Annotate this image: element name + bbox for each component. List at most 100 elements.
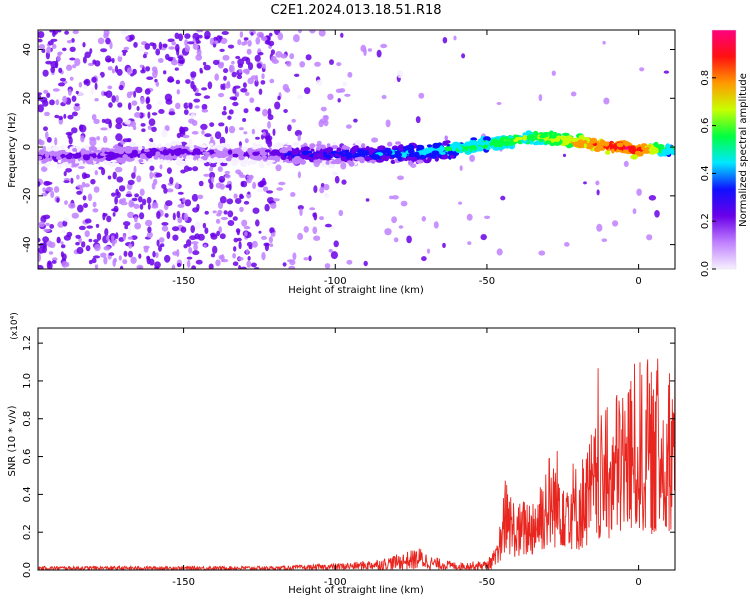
spectrogram-noise-blob — [256, 107, 261, 112]
spectrogram-noise-blob — [280, 53, 288, 59]
spectrogram-ridge-blob — [287, 144, 292, 150]
spectrogram-noise-blob — [100, 252, 107, 258]
spectrogram-noise-blob — [81, 172, 87, 180]
spectrogram-noise-blob — [252, 181, 257, 190]
spectrogram-noise-blob — [81, 181, 86, 188]
spectrogram-noise-blob — [287, 124, 292, 132]
spectrogram-ridge-blob — [629, 146, 634, 151]
y-tick-label: -20 — [22, 188, 33, 204]
spectrogram-noise-blob — [130, 121, 134, 125]
spectrogram-noise-blob — [385, 119, 391, 128]
spectrogram-noise-blob — [328, 248, 333, 253]
spectrogram-noise-blob — [164, 254, 171, 263]
spectrogram-noise-blob — [267, 121, 271, 129]
spectrogram-ridge-blob — [395, 141, 401, 145]
spectrogram-noise-blob — [142, 53, 147, 59]
spectrogram-ridge-blob — [52, 146, 60, 152]
spectrogram-noise-blob — [224, 174, 231, 179]
spectrogram-noise-blob — [42, 69, 49, 77]
spectrogram-noise-blob — [254, 79, 259, 87]
spectrogram-noise-blob — [194, 221, 201, 230]
spectrogram-noise-blob — [176, 132, 182, 139]
spectrogram-noise-blob — [92, 201, 97, 208]
spectrogram-ridge-blob — [458, 146, 463, 151]
spectrogram-noise-blob — [116, 68, 123, 76]
spectrogram-noise-blob — [194, 105, 200, 109]
spectrogram-noise-blob — [101, 118, 106, 123]
spectrogram-noise-blob — [127, 211, 135, 219]
spectrogram-ridge-blob — [210, 146, 218, 150]
spectrogram-noise-blob — [318, 119, 324, 128]
spectrogram-noise-blob — [38, 138, 42, 145]
spectrogram-noise-blob — [169, 176, 174, 185]
spectrogram-ridge-blob — [143, 148, 150, 153]
spectrogram-noise-blob — [63, 171, 67, 177]
spectrogram-noise-blob — [290, 192, 296, 197]
spectrogram-noise-blob — [55, 99, 60, 106]
spectrogram-noise-blob — [138, 45, 145, 52]
spectrogram-noise-blob — [63, 180, 70, 184]
spectrogram-noise-blob — [118, 84, 124, 91]
spectrogram-noise-blob — [218, 92, 225, 98]
spectrogram-ridge-blob — [316, 143, 321, 147]
snr-panel: -150 -100 -50 0 0.0 0.2 0.4 0.6 0.8 1.0 1.2 Heigh… — [7, 312, 676, 596]
spectrogram-noise-blob — [564, 242, 570, 247]
spectrogram-ridge-blob — [666, 144, 672, 151]
spectrogram-noise-blob — [162, 43, 168, 48]
spectrogram-ridge-blob — [155, 151, 161, 157]
spectrogram-noise-blob — [244, 138, 249, 144]
spectrogram-noise-blob — [118, 237, 125, 242]
spectrogram-noise-blob — [297, 171, 301, 179]
spectrogram-noise-blob — [97, 75, 102, 79]
spectrogram-ridge-blob — [576, 143, 585, 149]
spectrogram-noise-blob — [89, 48, 93, 54]
spectrogram-noise-blob — [261, 235, 267, 240]
spectrogram-noise-blob — [48, 261, 53, 269]
spectrogram-noise-blob — [286, 60, 292, 67]
spectrogram-noise-blob — [496, 248, 503, 256]
spectrogram-noise-blob — [324, 263, 331, 269]
y-tick-label: 0.6 — [22, 449, 33, 465]
spectrogram-ridge-blob — [442, 140, 448, 146]
spectrogram-noise-blob — [229, 64, 233, 73]
spectrogram-noise-blob — [217, 166, 223, 173]
spectrogram-noise-blob — [238, 141, 242, 147]
spectrogram-noise-blob — [132, 68, 137, 75]
spectrogram-noise-blob — [165, 200, 173, 207]
spectrogram-noise-blob — [239, 31, 244, 38]
spectrogram-noise-blob — [380, 43, 388, 49]
spectrogram-noise-blob — [252, 207, 260, 214]
spectrogram-noise-blob — [219, 183, 225, 190]
spectrogram-noise-blob — [247, 191, 251, 195]
spectrogram-noise-blob — [182, 134, 190, 139]
spectrogram-noise-blob — [191, 193, 199, 202]
spectrogram-noise-blob — [93, 186, 100, 193]
spectrogram-noise-blob — [118, 53, 124, 57]
spectrogram-noise-blob — [261, 73, 265, 80]
spectrogram-noise-blob — [193, 243, 198, 251]
spectrogram-noise-blob — [210, 176, 215, 183]
y-tick-label: 0.0 — [22, 562, 33, 578]
spectrogram-ridge-blob — [249, 159, 258, 163]
spectrogram-noise-blob — [244, 231, 248, 237]
spectrogram-noise-blob — [91, 76, 97, 83]
spectrogram-noise-blob — [236, 230, 240, 236]
spectrogram-noise-blob — [242, 82, 247, 88]
spectrogram-noise-blob — [316, 79, 323, 86]
spectrogram-noise-blob — [161, 129, 168, 138]
spectrogram-noise-blob — [146, 103, 152, 110]
spectrogram-noise-blob — [107, 85, 113, 90]
spectrogram-noise-blob — [332, 171, 338, 176]
spectrogram-noise-blob — [570, 91, 577, 97]
spectrogram-ridge-blob — [616, 142, 624, 148]
spectrogram-ridge-blob — [492, 138, 498, 144]
spectrogram-noise-blob — [191, 241, 199, 245]
spectrogram-ridge-blob — [243, 156, 249, 163]
spectrogram-noise-blob — [74, 103, 80, 107]
spectrogram-ridge-blob — [354, 139, 363, 146]
spectrogram-ridge-blob — [292, 141, 300, 147]
spectrogram-noise-blob — [134, 193, 140, 198]
spectrogram-noise-blob — [267, 108, 272, 116]
spectrogram-ridge-blob — [505, 136, 509, 141]
spectrogram-noise-blob — [201, 103, 208, 110]
